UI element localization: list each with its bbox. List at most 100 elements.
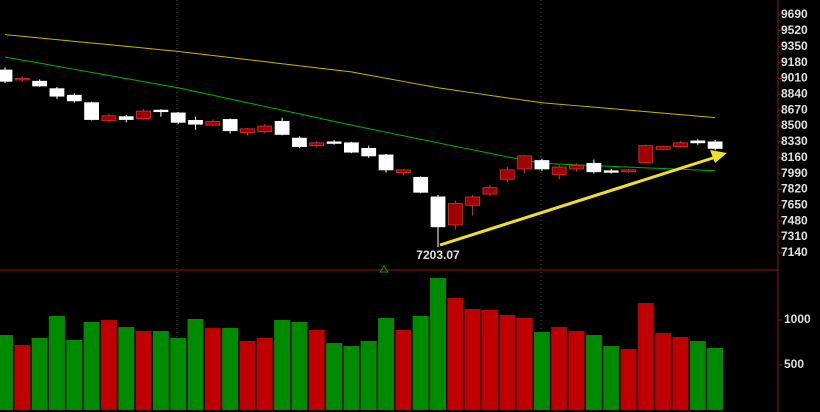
candle-body [257, 125, 273, 133]
candle-body [569, 164, 584, 170]
candle-body [499, 169, 515, 180]
volume-bar [83, 321, 100, 410]
volume-bar [620, 348, 637, 410]
volume-bar [585, 335, 602, 410]
volume-bar [14, 345, 31, 410]
candle-body [309, 142, 325, 147]
candle-body [534, 160, 550, 170]
candle-body [84, 102, 99, 120]
volume-bar [152, 330, 169, 410]
y-tick-label: 1000 [784, 312, 811, 326]
volume-bar [430, 277, 446, 410]
volume-bar [672, 336, 689, 410]
candle-body [465, 196, 481, 206]
volume-bar [48, 316, 65, 410]
candle-body [49, 88, 65, 97]
candle-body [343, 142, 359, 153]
candle-body [707, 141, 723, 149]
volume-bar [447, 298, 464, 410]
volume-bar [637, 302, 654, 410]
volume-bar [118, 327, 135, 410]
y-tick-label: 8500 [781, 118, 808, 132]
volume-bar [603, 346, 620, 410]
candle-body [673, 142, 688, 147]
candle-body [32, 80, 48, 87]
volume-bar [516, 318, 533, 410]
volume-bar [100, 319, 117, 410]
candle-body [101, 115, 117, 121]
y-tick-label: 8330 [781, 134, 808, 148]
y-tick-label: 9690 [781, 7, 808, 21]
volume-bar [655, 332, 672, 410]
volume-bar [707, 347, 724, 410]
volume-bar [481, 309, 498, 410]
volume-bar [222, 327, 239, 410]
arrow-head [710, 150, 727, 163]
volume-bar [274, 319, 291, 410]
volume-bar [464, 309, 481, 410]
candle-body [517, 155, 532, 170]
candle-body [378, 154, 394, 171]
candle-body [690, 140, 706, 144]
volume-bar [568, 330, 585, 410]
volume-bar [343, 346, 360, 410]
volume-bar [170, 337, 187, 410]
volume-bar [204, 327, 221, 410]
volume-bar [239, 340, 256, 410]
candle-body [655, 146, 671, 150]
candle-body [222, 119, 238, 132]
volume-bar [135, 330, 152, 410]
candle-body [482, 187, 498, 195]
candle-body [292, 137, 307, 147]
candle-body [395, 169, 411, 174]
candle-body [274, 120, 290, 135]
volume-bar [187, 318, 204, 410]
volume-bar [66, 339, 83, 410]
volume-bar [395, 329, 412, 410]
volume-bar [378, 318, 395, 410]
y-tick-label: 7990 [781, 166, 808, 180]
volume-bar [326, 343, 343, 410]
volume-bar [291, 321, 308, 410]
candle-body [361, 148, 377, 157]
candle-body [66, 94, 82, 102]
volume-bar [689, 340, 706, 410]
candle-body [413, 176, 429, 193]
y-tick-label: 7310 [781, 229, 808, 243]
candle-body [205, 120, 221, 126]
candle-body [621, 169, 636, 173]
candle-body [326, 141, 342, 144]
y-tick-label: 8160 [781, 150, 808, 164]
volume-bar [308, 329, 325, 410]
y-tick-label: 500 [784, 357, 804, 371]
volume-bar [360, 340, 377, 410]
candle-body [638, 145, 654, 163]
y-tick-label: 7140 [781, 245, 808, 259]
volume-bar [31, 337, 48, 410]
y-tick-label: 8670 [781, 102, 808, 116]
candle-body [118, 116, 134, 120]
candle-body [586, 162, 602, 173]
volume-bar [499, 314, 516, 410]
y-tick-label: 9350 [781, 39, 808, 53]
candle-body [188, 120, 203, 125]
candle-body [0, 69, 13, 82]
volume-bar [0, 335, 13, 410]
candle-body [551, 166, 567, 175]
low-annotation: 7203.07 [416, 248, 460, 262]
candle-body [430, 196, 446, 228]
candle-body [136, 110, 151, 119]
trend-arrow [439, 155, 717, 247]
volume-bar [256, 337, 273, 410]
volume-bar [533, 331, 550, 410]
marker [379, 265, 389, 273]
candle-body [240, 128, 255, 133]
y-tick-label: 7650 [781, 197, 808, 211]
y-tick-label: 7480 [781, 213, 808, 227]
y-tick-label: 9180 [781, 55, 808, 69]
candle-body [170, 112, 186, 123]
candle-body [14, 78, 30, 81]
